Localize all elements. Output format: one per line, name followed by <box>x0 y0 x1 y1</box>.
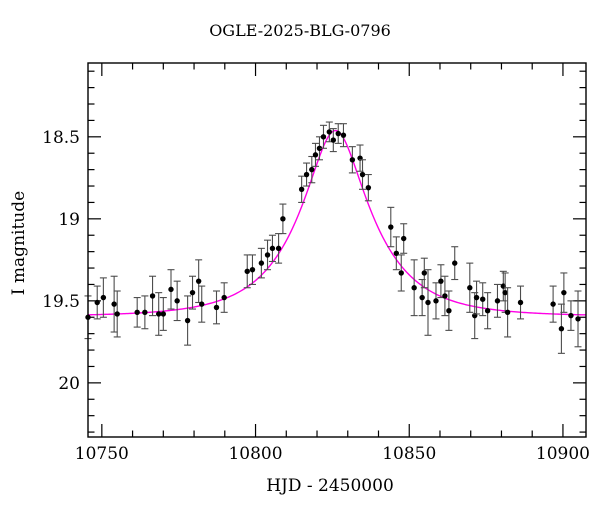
plot-title: OGLE-2025-BLG-0796 <box>209 21 391 40</box>
data-point <box>452 260 458 266</box>
data-point <box>421 270 428 276</box>
data-point <box>189 289 196 296</box>
data-point <box>134 309 140 316</box>
data-point <box>401 235 407 242</box>
data-point <box>111 301 117 307</box>
data-point <box>275 245 282 252</box>
data-point <box>349 157 356 163</box>
y-tick-label: 18.5 <box>42 128 80 148</box>
data-point <box>484 307 491 314</box>
data-point <box>550 301 556 307</box>
data-point <box>411 285 417 291</box>
data-point <box>575 316 581 322</box>
data-point <box>502 289 508 296</box>
y-tick-label: 19.5 <box>42 292 80 312</box>
data-point <box>316 145 323 151</box>
data-point <box>298 186 305 193</box>
data-point <box>504 309 511 316</box>
plot-frame <box>87 62 587 438</box>
data-point <box>174 298 180 304</box>
data-point <box>303 171 310 178</box>
data-point <box>168 286 174 293</box>
data-point <box>258 260 265 266</box>
data-point <box>398 270 404 276</box>
x-tick-label: 10850 <box>382 444 436 464</box>
data-point <box>221 294 227 301</box>
data-point <box>309 166 315 173</box>
data-point <box>335 130 341 137</box>
data-point <box>326 129 333 135</box>
data-point <box>473 294 480 301</box>
data-point <box>320 134 327 140</box>
data-point <box>561 289 567 296</box>
data-point <box>480 296 486 302</box>
data-point <box>244 268 250 275</box>
data-point <box>264 252 271 258</box>
data-point <box>442 293 448 299</box>
data-point <box>446 307 452 314</box>
data-point <box>249 266 256 273</box>
data-point <box>330 137 337 143</box>
data-point <box>568 312 574 319</box>
data-point <box>494 298 501 304</box>
data-point <box>100 294 107 301</box>
data-point <box>467 285 473 291</box>
data-point <box>213 304 220 311</box>
data-point <box>184 317 191 324</box>
data-point <box>393 250 400 256</box>
data-point <box>312 152 319 158</box>
data-point <box>199 301 205 307</box>
y-tick-label: 19 <box>58 210 80 230</box>
data-point <box>517 299 524 306</box>
data-point <box>94 299 100 306</box>
data-point <box>425 299 431 306</box>
data-point <box>438 278 444 284</box>
data-point <box>419 294 425 301</box>
data-point <box>280 216 286 222</box>
data-point <box>156 311 162 317</box>
y-tick-label: 20 <box>58 374 80 394</box>
data-point <box>114 311 120 317</box>
x-axis-label: HJD - 2450000 <box>266 476 394 496</box>
x-tick-label: 10750 <box>75 444 129 464</box>
data-point <box>433 298 439 304</box>
data-point <box>195 278 202 284</box>
data-point <box>160 311 167 317</box>
data-point <box>340 132 347 138</box>
data-point <box>558 326 565 332</box>
data-point <box>388 224 394 230</box>
data-point <box>365 184 372 191</box>
model-curve <box>87 129 587 316</box>
data-point <box>149 293 156 299</box>
data-point <box>142 309 148 316</box>
data-point <box>359 171 366 178</box>
x-tick-label: 10900 <box>536 444 590 464</box>
x-tick-label: 10800 <box>228 444 282 464</box>
data-point <box>269 245 276 252</box>
